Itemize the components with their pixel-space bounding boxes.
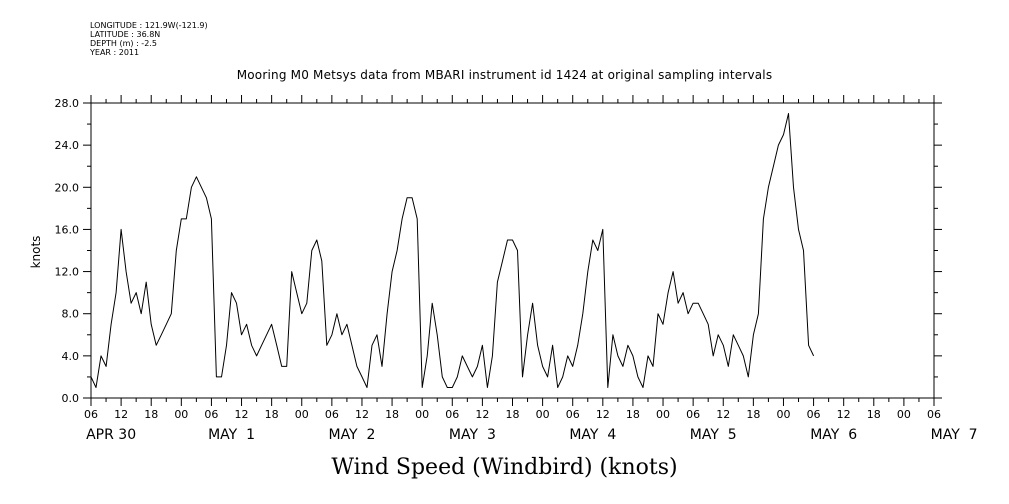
x-hour-tick-label: 18 <box>506 408 520 421</box>
y-tick-label: 8.0 <box>62 308 80 321</box>
x-hour-tick-label: 18 <box>626 408 640 421</box>
y-tick-label: 16.0 <box>55 223 80 236</box>
x-hour-tick-label: 06 <box>686 408 700 421</box>
plot-frame <box>90 102 935 399</box>
y-tick-label: 12.0 <box>55 266 80 279</box>
x-hour-tick-label: 12 <box>114 408 128 421</box>
x-hour-tick-label: 06 <box>325 408 339 421</box>
x-day-label: MAY 6 <box>810 427 857 443</box>
x-day-label: MAY 7 <box>931 427 978 443</box>
x-hour-tick-label: 12 <box>716 408 730 421</box>
x-axis-label: Wind Speed (Windbird) (knots) <box>331 455 678 480</box>
x-hour-tick-label: 00 <box>295 408 309 421</box>
mooring-metadata: LONGITUDE : 121.9W(-121.9) LATITUDE : 36… <box>90 21 208 57</box>
x-hour-tick-label: 06 <box>204 408 218 421</box>
x-hour-tick-label: 00 <box>656 408 670 421</box>
x-hour-tick-label: 12 <box>596 408 610 421</box>
x-day-label: MAY 2 <box>328 427 375 443</box>
x-hour-tick-label: 18 <box>144 408 158 421</box>
depth-label: DEPTH (m) : -2.5 <box>90 39 157 48</box>
x-day-label: MAY 3 <box>449 427 496 443</box>
x-hour-tick-label: 18 <box>746 408 760 421</box>
y-tick-label: 20.0 <box>55 181 80 194</box>
y-tick-label: 0.0 <box>62 392 80 405</box>
wind-speed-series-line <box>90 113 815 388</box>
x-hour-tick-label: 06 <box>807 408 821 421</box>
x-hour-tick-label: 06 <box>445 408 459 421</box>
x-day-label: MAY 5 <box>690 427 737 443</box>
chart-title: Mooring M0 Metsys data from MBARI instru… <box>236 68 773 82</box>
y-tick-label: 28.0 <box>55 97 80 110</box>
x-hour-tick-label: 00 <box>776 408 790 421</box>
x-hour-tick-label: 06 <box>84 408 98 421</box>
x-hour-tick-label: 00 <box>536 408 550 421</box>
x-day-label: MAY 4 <box>569 427 616 443</box>
x-day-label: MAY 1 <box>208 427 255 443</box>
longitude-label: LONGITUDE : 121.9W(-121.9) <box>90 21 208 30</box>
x-hour-tick-label: 00 <box>174 408 188 421</box>
x-hour-tick-label: 12 <box>475 408 489 421</box>
x-hour-tick-label: 12 <box>235 408 249 421</box>
latitude-label: LATITUDE : 36.8N <box>90 30 161 39</box>
x-hour-tick-label: 18 <box>867 408 881 421</box>
x-hour-tick-label: 18 <box>385 408 399 421</box>
x-hour-tick-label: 18 <box>265 408 279 421</box>
year-label: YEAR : 2011 <box>90 48 140 57</box>
y-tick-label: 24.0 <box>55 139 80 152</box>
x-hour-tick-label: 12 <box>837 408 851 421</box>
x-day-label: APR 30 <box>86 427 136 443</box>
x-hour-tick-label: 00 <box>415 408 429 421</box>
x-hour-tick-label: 00 <box>897 408 911 421</box>
x-hour-tick-label: 12 <box>355 408 369 421</box>
x-hour-tick-label: 06 <box>566 408 580 421</box>
y-axis-label: knots <box>29 236 43 269</box>
x-hour-tick-label: 06 <box>927 408 941 421</box>
y-tick-label: 4.0 <box>62 350 80 363</box>
